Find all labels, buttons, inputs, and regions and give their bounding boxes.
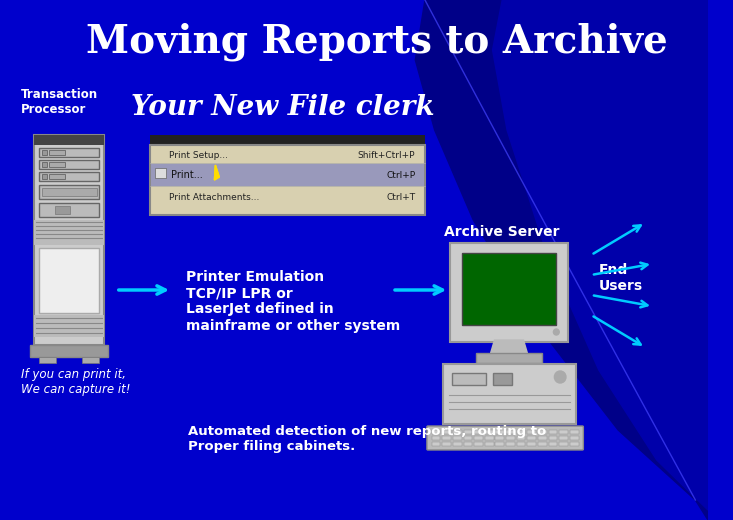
Polygon shape [215,165,219,180]
FancyBboxPatch shape [570,436,578,440]
Text: Ctrl+T: Ctrl+T [386,192,416,202]
FancyBboxPatch shape [42,162,48,167]
FancyBboxPatch shape [442,430,451,434]
FancyBboxPatch shape [476,353,542,363]
FancyBboxPatch shape [42,174,48,179]
FancyBboxPatch shape [30,345,108,357]
FancyBboxPatch shape [49,150,65,155]
FancyBboxPatch shape [34,220,104,245]
FancyBboxPatch shape [39,248,100,313]
FancyBboxPatch shape [450,243,568,342]
FancyBboxPatch shape [42,188,97,196]
Text: Print Setup...: Print Setup... [169,150,228,160]
FancyBboxPatch shape [496,442,504,446]
FancyBboxPatch shape [151,164,424,186]
FancyBboxPatch shape [517,430,526,434]
FancyBboxPatch shape [39,172,100,181]
FancyBboxPatch shape [517,442,526,446]
FancyBboxPatch shape [39,160,100,169]
FancyBboxPatch shape [506,436,515,440]
FancyBboxPatch shape [49,174,65,179]
FancyBboxPatch shape [559,436,568,440]
FancyBboxPatch shape [527,442,536,446]
FancyBboxPatch shape [432,430,441,434]
Circle shape [553,329,559,335]
Polygon shape [215,165,219,180]
FancyBboxPatch shape [485,436,493,440]
Text: Print...: Print... [171,170,203,180]
FancyBboxPatch shape [559,430,568,434]
FancyBboxPatch shape [34,315,104,337]
FancyBboxPatch shape [527,430,536,434]
Text: Archive Server: Archive Server [444,225,560,239]
FancyBboxPatch shape [452,373,486,385]
FancyBboxPatch shape [150,145,425,215]
FancyBboxPatch shape [485,442,493,446]
FancyBboxPatch shape [517,436,526,440]
Text: Shift+Ctrl+P: Shift+Ctrl+P [358,150,416,160]
FancyBboxPatch shape [453,442,462,446]
Text: Automated detection of new reports, routing to
Proper filing cabinets.: Automated detection of new reports, rout… [188,425,547,453]
FancyBboxPatch shape [496,436,504,440]
Text: Print Attachments...: Print Attachments... [169,192,259,202]
FancyBboxPatch shape [49,162,65,167]
FancyBboxPatch shape [474,442,483,446]
FancyBboxPatch shape [538,430,547,434]
FancyBboxPatch shape [150,135,425,145]
FancyBboxPatch shape [463,436,472,440]
FancyBboxPatch shape [34,135,104,345]
Text: Moving Reports to Archive: Moving Reports to Archive [86,23,668,61]
FancyBboxPatch shape [443,364,575,424]
FancyBboxPatch shape [39,357,56,363]
FancyBboxPatch shape [39,203,100,217]
FancyBboxPatch shape [474,436,483,440]
FancyBboxPatch shape [82,357,100,363]
FancyBboxPatch shape [462,253,556,325]
Text: Transaction
Processor: Transaction Processor [21,88,98,116]
FancyBboxPatch shape [570,442,578,446]
Circle shape [554,371,566,383]
FancyBboxPatch shape [474,430,483,434]
FancyBboxPatch shape [427,426,583,450]
FancyBboxPatch shape [442,436,451,440]
FancyBboxPatch shape [463,430,472,434]
FancyBboxPatch shape [548,430,557,434]
FancyBboxPatch shape [463,442,472,446]
FancyBboxPatch shape [442,442,451,446]
FancyBboxPatch shape [559,442,568,446]
FancyBboxPatch shape [432,442,441,446]
Polygon shape [490,340,527,353]
FancyBboxPatch shape [432,436,441,440]
FancyBboxPatch shape [527,436,536,440]
Polygon shape [493,0,708,510]
FancyBboxPatch shape [506,442,515,446]
FancyBboxPatch shape [39,148,100,157]
FancyBboxPatch shape [485,430,493,434]
Polygon shape [416,0,708,520]
FancyBboxPatch shape [570,430,578,434]
Text: Ctrl+P: Ctrl+P [386,171,416,179]
FancyBboxPatch shape [496,430,504,434]
FancyBboxPatch shape [493,373,512,385]
FancyBboxPatch shape [155,168,166,178]
FancyBboxPatch shape [538,436,547,440]
FancyBboxPatch shape [453,430,462,434]
FancyBboxPatch shape [34,135,104,145]
FancyBboxPatch shape [548,442,557,446]
FancyBboxPatch shape [538,442,547,446]
FancyBboxPatch shape [506,430,515,434]
FancyBboxPatch shape [39,185,100,199]
Text: End
Users: End Users [599,263,643,293]
Text: If you can print it,
We can capture it!: If you can print it, We can capture it! [21,368,130,396]
Text: Your New File clerk: Your New File clerk [131,94,435,121]
FancyBboxPatch shape [42,150,48,155]
FancyBboxPatch shape [548,436,557,440]
Text: Printer Emulation
TCP/IP LPR or
LaserJet defined in
mainframe or other system: Printer Emulation TCP/IP LPR or LaserJet… [186,270,401,333]
FancyBboxPatch shape [453,436,462,440]
FancyBboxPatch shape [55,206,70,214]
